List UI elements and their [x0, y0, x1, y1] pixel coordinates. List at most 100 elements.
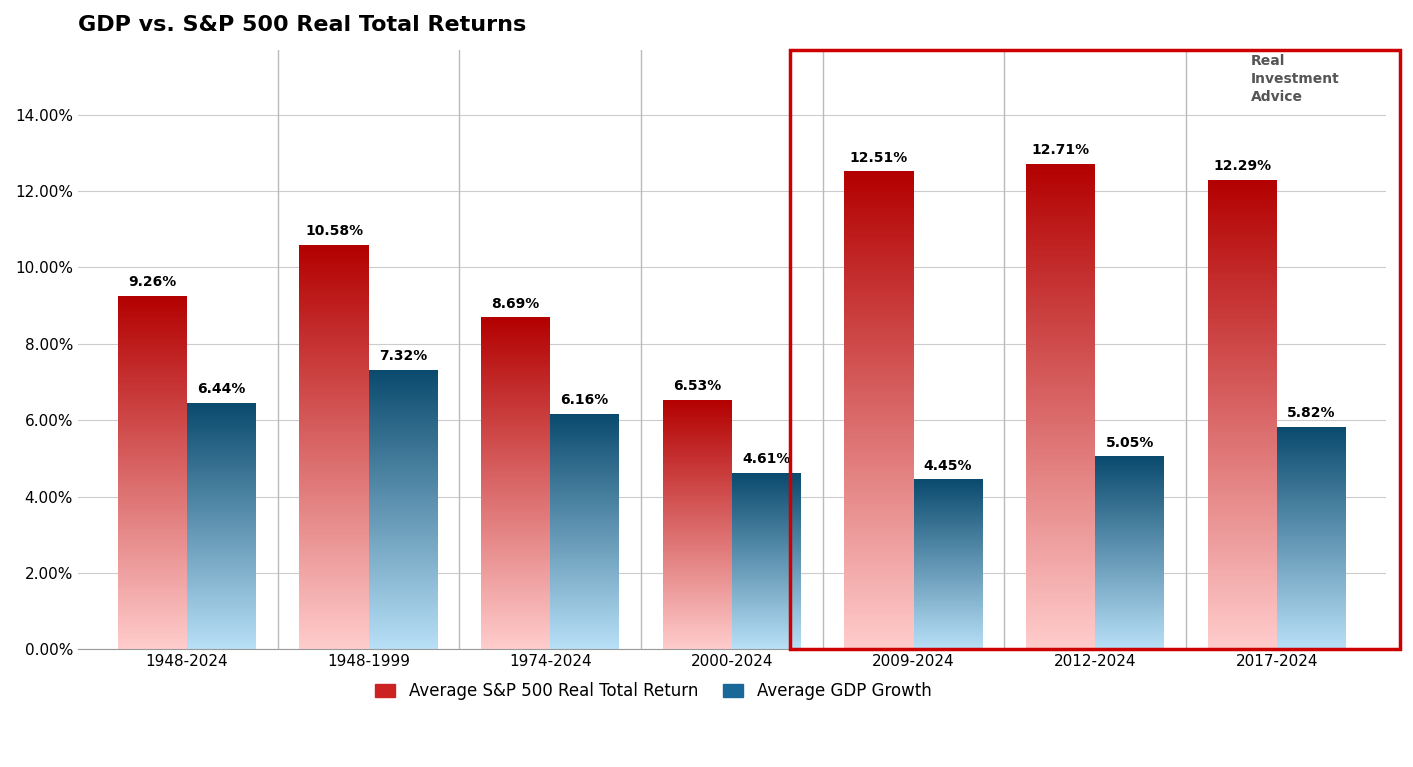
- Bar: [187, 484, 256, 485]
- Bar: [845, 363, 914, 364]
- Bar: [550, 649, 619, 650]
- Bar: [1208, 423, 1277, 424]
- Bar: [300, 326, 369, 328]
- Bar: [482, 601, 550, 602]
- Bar: [369, 607, 438, 608]
- Bar: [663, 624, 732, 625]
- Bar: [663, 415, 732, 416]
- Bar: [1208, 515, 1277, 516]
- Bar: [300, 575, 369, 577]
- Bar: [550, 608, 619, 609]
- Bar: [1208, 438, 1277, 439]
- Bar: [845, 472, 914, 474]
- Bar: [1277, 436, 1345, 437]
- Bar: [1208, 534, 1277, 535]
- Bar: [845, 245, 914, 246]
- Bar: [300, 260, 369, 262]
- Bar: [1277, 469, 1345, 470]
- Bar: [300, 648, 369, 650]
- Bar: [1277, 481, 1345, 482]
- Bar: [482, 477, 550, 478]
- Bar: [550, 620, 619, 621]
- Bar: [117, 297, 187, 298]
- Bar: [300, 551, 369, 552]
- Bar: [482, 558, 550, 560]
- Bar: [1026, 217, 1095, 219]
- Bar: [1026, 567, 1095, 568]
- Bar: [1208, 313, 1277, 314]
- Bar: [482, 495, 550, 497]
- Bar: [1208, 253, 1277, 255]
- Bar: [663, 464, 732, 465]
- Bar: [482, 602, 550, 603]
- Bar: [117, 581, 187, 582]
- Bar: [845, 396, 914, 398]
- Bar: [187, 471, 256, 472]
- Bar: [1208, 599, 1277, 601]
- Bar: [845, 459, 914, 462]
- Bar: [300, 304, 369, 306]
- Bar: [550, 468, 619, 469]
- Bar: [482, 605, 550, 606]
- Bar: [187, 594, 256, 595]
- Bar: [369, 380, 438, 381]
- Bar: [550, 457, 619, 458]
- Bar: [663, 539, 732, 541]
- Bar: [482, 363, 550, 364]
- Bar: [1026, 337, 1095, 339]
- Bar: [1208, 454, 1277, 456]
- Bar: [117, 580, 187, 581]
- Bar: [482, 438, 550, 439]
- Bar: [1277, 585, 1345, 586]
- Bar: [550, 436, 619, 437]
- Bar: [845, 292, 914, 295]
- Bar: [187, 608, 256, 609]
- Bar: [117, 343, 187, 344]
- Bar: [1026, 591, 1095, 593]
- Bar: [300, 390, 369, 392]
- Bar: [117, 347, 187, 349]
- Bar: [117, 400, 187, 402]
- Bar: [117, 430, 187, 431]
- Bar: [1277, 581, 1345, 582]
- Bar: [845, 499, 914, 501]
- Bar: [1208, 513, 1277, 515]
- Bar: [1277, 434, 1345, 435]
- Bar: [1208, 443, 1277, 444]
- Bar: [117, 591, 187, 593]
- Bar: [300, 597, 369, 598]
- Bar: [187, 590, 256, 591]
- Bar: [187, 585, 256, 586]
- Bar: [187, 563, 256, 564]
- Bar: [1208, 453, 1277, 454]
- Bar: [369, 405, 438, 406]
- Bar: [369, 553, 438, 555]
- Bar: [482, 598, 550, 600]
- Bar: [550, 618, 619, 619]
- Bar: [550, 493, 619, 494]
- Bar: [1208, 605, 1277, 607]
- Bar: [845, 565, 914, 567]
- Bar: [1277, 521, 1345, 522]
- Bar: [1208, 570, 1277, 571]
- Bar: [369, 394, 438, 395]
- Bar: [550, 533, 619, 534]
- Bar: [663, 437, 732, 438]
- Bar: [1026, 164, 1095, 166]
- Bar: [1208, 328, 1277, 330]
- Bar: [1208, 630, 1277, 632]
- Bar: [845, 595, 914, 597]
- Bar: [117, 550, 187, 551]
- Bar: [187, 475, 256, 476]
- Bar: [550, 617, 619, 618]
- Bar: [482, 634, 550, 635]
- Bar: [300, 512, 369, 513]
- Bar: [1277, 602, 1345, 603]
- Bar: [1208, 196, 1277, 197]
- Bar: [117, 321, 187, 323]
- Bar: [1277, 544, 1345, 545]
- Bar: [1026, 546, 1095, 548]
- Bar: [187, 499, 256, 500]
- Bar: [117, 449, 187, 450]
- Bar: [1277, 601, 1345, 602]
